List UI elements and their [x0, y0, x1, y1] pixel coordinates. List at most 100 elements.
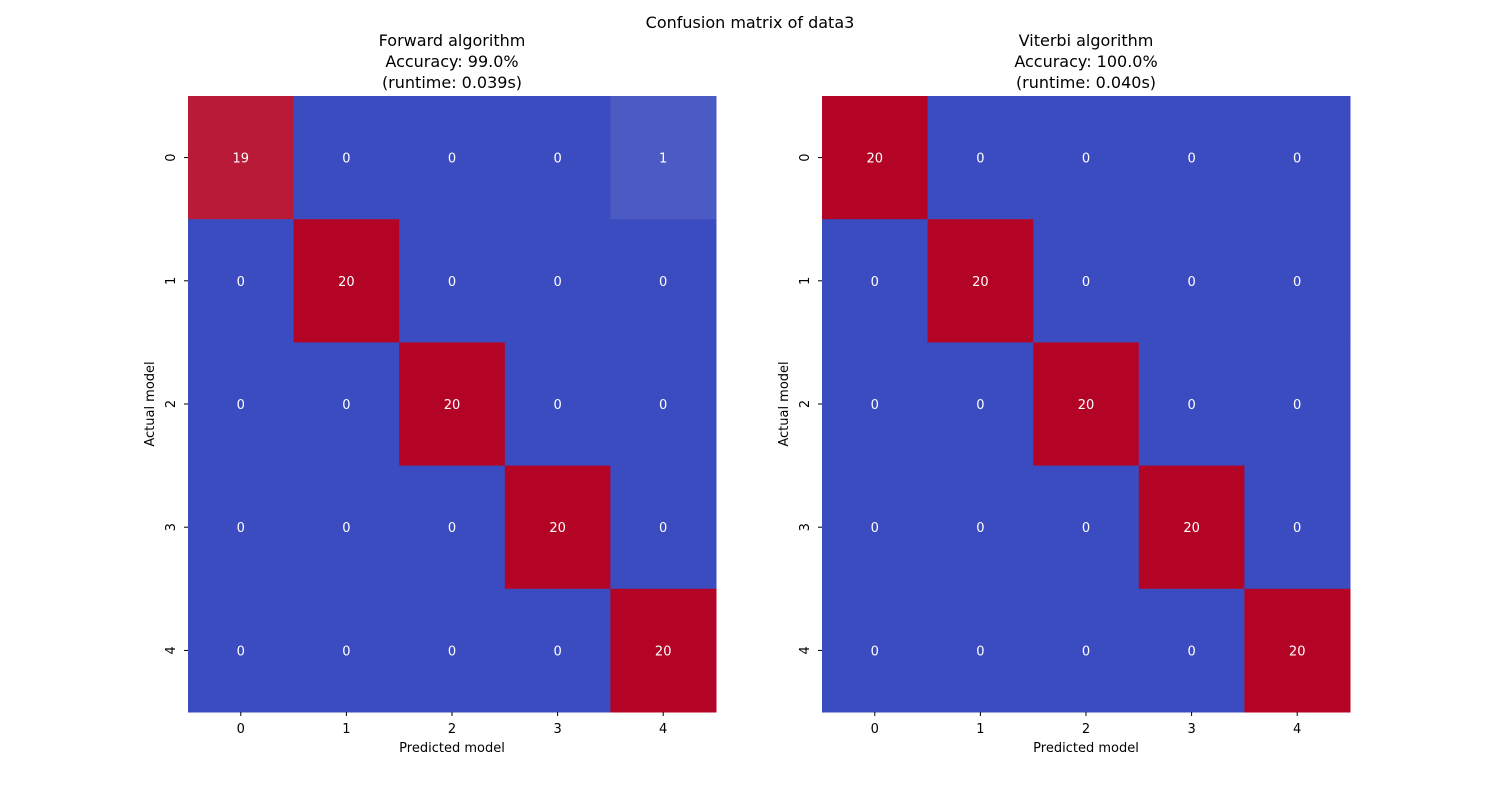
heatmap-cell-r3-c4 — [610, 465, 717, 590]
x-tick-label-1: 1 — [976, 722, 984, 737]
heatmap-cell-r0-c3 — [504, 96, 611, 220]
y-tick-label-4: 4 — [164, 646, 179, 654]
cell-value-r3-c4: 0 — [1293, 521, 1301, 536]
heatmap-cell-r3-c3 — [504, 465, 611, 590]
cell-value-r1-c2: 0 — [1082, 275, 1090, 290]
cell-value-r4-c0: 0 — [237, 644, 245, 659]
heatmap-cell-r1-c2 — [399, 219, 506, 343]
heatmap-cell-r4-c3 — [504, 588, 611, 713]
cell-value-r2-c3: 0 — [553, 398, 561, 413]
cell-value-r1-c4: 0 — [1293, 275, 1301, 290]
heatmap-cell-r2-c1 — [927, 342, 1034, 467]
heatmap-cell-r3-c0 — [188, 465, 295, 590]
cell-value-r1-c3: 0 — [553, 275, 561, 290]
cell-value-r3-c3: 20 — [549, 521, 566, 536]
cell-value-r3-c3: 20 — [1183, 521, 1200, 536]
cell-value-r3-c0: 0 — [871, 521, 879, 536]
cell-value-r4-c1: 0 — [342, 644, 350, 659]
cell-value-r0-c2: 0 — [1082, 152, 1090, 167]
cell-value-r4-c2: 0 — [1082, 644, 1090, 659]
cell-value-r2-c2: 20 — [1078, 398, 1095, 413]
x-tick-label-3: 3 — [553, 722, 561, 737]
cell-value-r3-c2: 0 — [1082, 521, 1090, 536]
cell-value-r0-c1: 0 — [342, 152, 350, 167]
cell-value-r1-c4: 0 — [659, 275, 667, 290]
heatmap-cell-r4-c1 — [293, 588, 400, 713]
cell-value-r3-c2: 0 — [448, 521, 456, 536]
x-tick-label-1: 1 — [342, 722, 350, 737]
cell-value-r0-c1: 0 — [976, 152, 984, 167]
y-tick-label-1: 1 — [164, 277, 179, 285]
cell-value-r3-c0: 0 — [237, 521, 245, 536]
x-tick-label-4: 4 — [659, 722, 667, 737]
y-tick-label-4: 4 — [798, 646, 813, 654]
heatmap-cell-r2-c4 — [1244, 342, 1351, 467]
heatmap-cell-r4-c0 — [188, 588, 295, 713]
cell-value-r0-c2: 0 — [448, 152, 456, 167]
heatmap-cell-r2-c4 — [610, 342, 717, 467]
cell-value-r2-c4: 0 — [659, 398, 667, 413]
y-tick-label-2: 2 — [798, 400, 813, 408]
panel-title-line-1: Accuracy: 100.0% — [1014, 52, 1157, 71]
heatmap-cell-r4-c2 — [1033, 588, 1140, 713]
cell-value-r0-c4: 0 — [1293, 152, 1301, 167]
panel-title-line-0: Viterbi algorithm — [1019, 31, 1154, 50]
heatmap-cell-r1-c4 — [1244, 219, 1351, 343]
x-tick-label-2: 2 — [448, 722, 456, 737]
heatmap-cell-r0-c1 — [293, 96, 400, 220]
heatmap-cell-r1-c3 — [1138, 219, 1245, 343]
cell-value-r2-c3: 0 — [1187, 398, 1195, 413]
heatmap-cell-r1-c1 — [927, 219, 1034, 343]
cell-value-r3-c1: 0 — [342, 521, 350, 536]
cell-value-r2-c4: 0 — [1293, 398, 1301, 413]
heatmap-cell-r2-c3 — [1138, 342, 1245, 467]
heatmap-cell-r0-c2 — [1033, 96, 1140, 220]
cell-value-r4-c2: 0 — [448, 644, 456, 659]
y-tick-label-3: 3 — [798, 523, 813, 531]
heatmap-cell-r2-c3 — [504, 342, 611, 467]
cell-value-r0-c3: 0 — [553, 152, 561, 167]
cell-value-r4-c4: 20 — [1289, 644, 1306, 659]
cell-value-r2-c1: 0 — [342, 398, 350, 413]
heatmap-cell-r2-c2 — [1033, 342, 1140, 467]
heatmap-cell-r3-c3 — [1138, 465, 1245, 590]
x-axis-label: Predicted model — [399, 741, 505, 756]
y-tick-label-0: 0 — [164, 153, 179, 161]
cell-value-r3-c1: 0 — [976, 521, 984, 536]
cell-value-r2-c0: 0 — [237, 398, 245, 413]
heatmap-cell-r3-c1 — [927, 465, 1034, 590]
cell-value-r0-c0: 20 — [867, 152, 884, 167]
panel-title-line-2: (runtime: 0.039s) — [382, 73, 522, 92]
x-tick-label-3: 3 — [1187, 722, 1195, 737]
cell-value-r0-c0: 19 — [233, 152, 250, 167]
cell-value-r2-c1: 0 — [976, 398, 984, 413]
panel-title-line-0: Forward algorithm — [379, 31, 526, 50]
heatmap-cell-r1-c1 — [293, 219, 400, 343]
cell-value-r4-c3: 0 — [553, 644, 561, 659]
x-tick-label-0: 0 — [237, 722, 245, 737]
panel-title-line-2: (runtime: 0.040s) — [1016, 73, 1156, 92]
heatmap-cell-r0-c0 — [188, 96, 295, 220]
cell-value-r4-c0: 0 — [871, 644, 879, 659]
x-axis-label: Predicted model — [1033, 741, 1139, 756]
heatmap-cell-r4-c3 — [1138, 588, 1245, 713]
heatmap-cell-r4-c0 — [822, 588, 929, 713]
cell-value-r2-c2: 20 — [444, 398, 461, 413]
y-tick-label-0: 0 — [798, 153, 813, 161]
cell-value-r1-c0: 0 — [237, 275, 245, 290]
heatmap-cell-r3-c1 — [293, 465, 400, 590]
heatmap-cell-r0-c4 — [610, 96, 717, 220]
heatmap-cell-r4-c4 — [1244, 588, 1351, 713]
heatmap-cell-r2-c0 — [188, 342, 295, 467]
heatmap-cell-r4-c4 — [610, 588, 717, 713]
y-tick-label-1: 1 — [798, 277, 813, 285]
cell-value-r4-c3: 0 — [1187, 644, 1195, 659]
heatmap-cell-r3-c4 — [1244, 465, 1351, 590]
heatmap-cell-r0-c2 — [399, 96, 506, 220]
heatmap-cell-r1-c0 — [188, 219, 295, 343]
heatmap-cell-r1-c3 — [504, 219, 611, 343]
x-tick-label-0: 0 — [871, 722, 879, 737]
cell-value-r1-c2: 0 — [448, 275, 456, 290]
x-tick-label-4: 4 — [1293, 722, 1301, 737]
heatmap-cell-r0-c0 — [822, 96, 929, 220]
